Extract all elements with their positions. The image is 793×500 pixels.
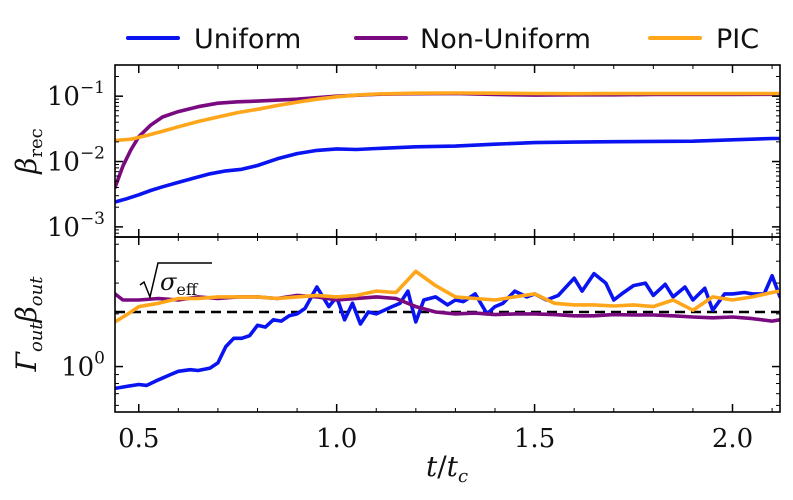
x-label-den-sub: c (458, 466, 468, 487)
sigma-eff-sub: eff (176, 280, 198, 299)
sigma-eff-annotation: σeff (139, 262, 212, 300)
svg-text:Γoutβout: Γoutβout (10, 276, 47, 373)
top-series-group (115, 91, 780, 204)
top-ytick-label: 10−3 (47, 209, 105, 243)
legend-label-pic: PIC (716, 24, 759, 55)
top-ytick-label: 10−1 (47, 78, 105, 112)
x-axis-label: t/tc (426, 450, 468, 487)
top-panel-frame (114, 64, 781, 238)
bottom-ytick-label: 100 (61, 349, 105, 383)
top-ticks-group: 10−1 10−2 10−3 (47, 65, 780, 243)
sqrt-sign (139, 262, 212, 300)
bottom-panel: 100 0.5 1.0 1.5 2.0 Γoutβout σeff (10, 236, 781, 454)
top-y-label: βrec (10, 128, 47, 175)
svg-text:σeff: σeff (160, 268, 199, 299)
xtick-label: 1.5 (514, 424, 555, 454)
svg-text:t/tc: t/tc (426, 450, 468, 487)
top-ytick-label: 10−2 (47, 144, 105, 178)
bottom-y-label: Γoutβout (10, 276, 47, 373)
top-series-uniform (115, 136, 780, 204)
xtick-label: 2.0 (712, 424, 753, 454)
x-label-num: t (426, 450, 438, 483)
xtick-label: 1.0 (316, 424, 357, 454)
bottom-series-group (115, 269, 780, 391)
top-y-label-main: β (10, 158, 43, 175)
legend-label-uniform: Uniform (194, 24, 301, 55)
bottom-series-uniform (115, 271, 780, 391)
xtick-label: 0.5 (118, 424, 159, 454)
top-series-pic (115, 91, 780, 143)
top-panel: 10−1 10−2 10−3 βrec (10, 64, 781, 243)
bottom-series-pic (115, 269, 780, 324)
bottom-panel-frame (114, 236, 781, 413)
sigma-eff-main: σ (160, 268, 177, 296)
legend: Uniform Non-Uniform PIC (126, 24, 759, 55)
bottom-ticks-group: 100 0.5 1.0 1.5 2.0 (61, 237, 780, 454)
x-label-den: t (447, 450, 459, 483)
legend-label-non-uniform: Non-Uniform (420, 24, 591, 55)
top-y-label-sub: rec (26, 128, 47, 157)
svg-text:βrec: βrec (10, 128, 47, 175)
